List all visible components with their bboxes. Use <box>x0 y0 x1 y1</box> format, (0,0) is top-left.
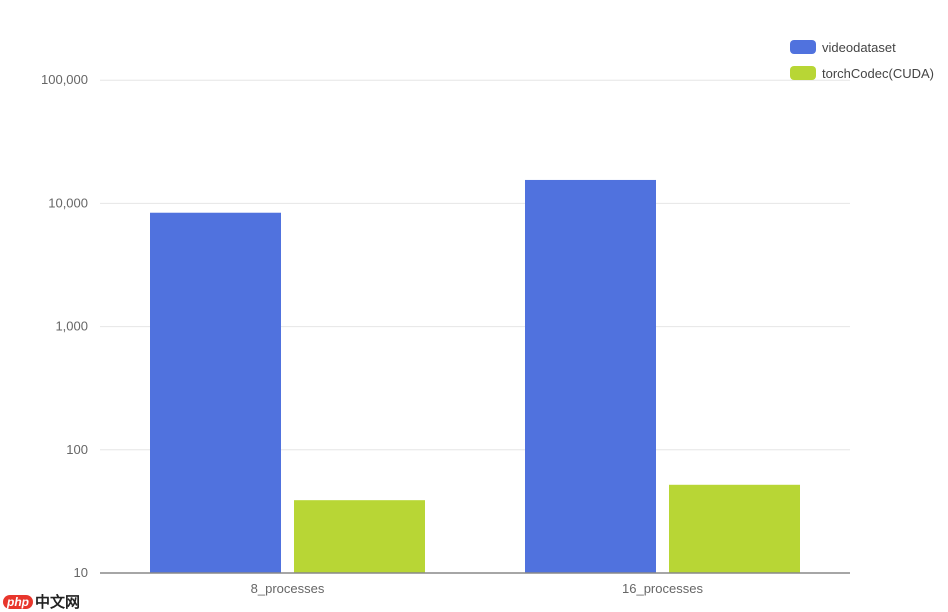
watermark-badge: php <box>3 594 33 609</box>
legend: videodataset torchCodec(CUDA) <box>790 34 934 86</box>
y-tick-label: 10,000 <box>48 195 88 210</box>
bar-videodataset-8_processes <box>150 212 281 573</box>
bar-videodataset-16_processes <box>525 179 656 573</box>
legend-label: videodataset <box>822 39 896 55</box>
x-tick-label: 16_processes <box>622 581 703 596</box>
bar-torchcodec-cuda--8_processes <box>294 500 425 573</box>
watermark-text: 中文网 <box>35 594 81 611</box>
y-tick-label: 10 <box>74 565 88 580</box>
legend-item[interactable]: videodataset <box>790 34 934 60</box>
bar-torchcodec-cuda--16_processes <box>669 484 800 573</box>
watermark-logo: php 中文网 <box>3 591 80 612</box>
legend-label: torchCodec(CUDA) <box>822 65 934 81</box>
x-tick-label: 8_processes <box>251 581 325 596</box>
y-tick-label: 1,000 <box>55 319 88 334</box>
y-tick-label: 100,000 <box>41 72 88 87</box>
legend-swatch <box>790 40 817 54</box>
y-tick-label: 100 <box>66 442 88 457</box>
legend-swatch <box>790 66 817 80</box>
legend-item[interactable]: torchCodec(CUDA) <box>790 60 934 86</box>
